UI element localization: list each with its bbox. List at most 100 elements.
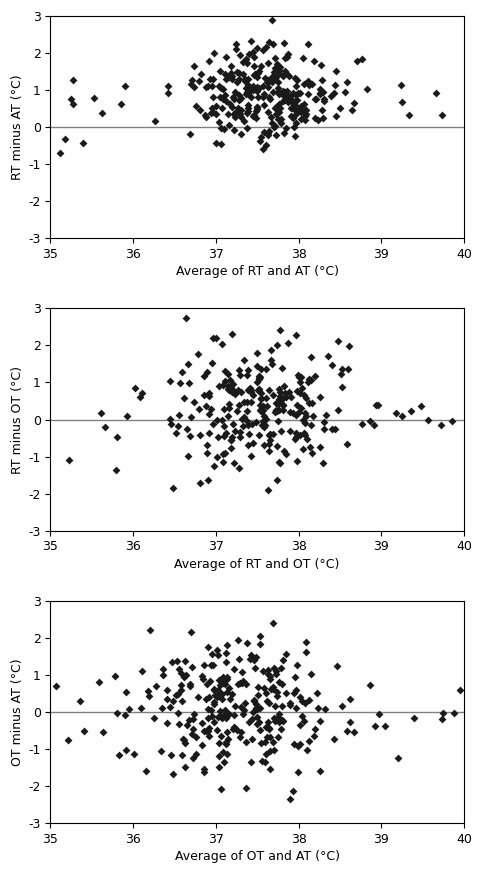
Point	[258, 404, 266, 418]
Point	[174, 687, 182, 701]
Point	[69, 73, 77, 87]
Point	[175, 717, 183, 731]
Point	[363, 82, 370, 96]
Point	[183, 422, 191, 436]
Point	[275, 675, 283, 689]
Point	[336, 101, 343, 115]
Point	[321, 702, 328, 716]
Point	[338, 699, 346, 713]
Point	[256, 371, 263, 385]
Point	[259, 142, 267, 156]
Point	[255, 384, 263, 398]
Point	[221, 446, 228, 460]
Point	[204, 79, 212, 93]
Point	[200, 369, 208, 383]
Point	[218, 101, 226, 115]
Point	[221, 364, 229, 378]
Point	[297, 401, 305, 415]
Point	[346, 692, 354, 706]
Point	[205, 54, 213, 68]
Point	[274, 398, 282, 412]
Point	[218, 336, 226, 350]
Point	[260, 409, 268, 423]
Point	[185, 357, 192, 371]
Point	[222, 50, 230, 64]
Point	[313, 686, 321, 700]
Point	[262, 747, 270, 761]
Point	[210, 90, 217, 104]
Point	[219, 447, 227, 461]
Point	[265, 73, 272, 87]
Point	[222, 711, 230, 725]
Point	[205, 386, 213, 400]
Point	[98, 406, 105, 420]
Point	[217, 730, 225, 744]
Point	[262, 392, 270, 406]
Point	[256, 628, 264, 642]
Point	[282, 66, 289, 80]
Point	[283, 447, 290, 461]
Point	[290, 121, 298, 135]
Point	[392, 406, 399, 420]
Point	[277, 116, 284, 130]
Point	[372, 398, 380, 412]
Point	[167, 373, 174, 387]
Point	[226, 707, 233, 721]
Point	[302, 645, 310, 659]
Point	[246, 381, 254, 395]
Point	[284, 46, 292, 60]
Point	[292, 683, 299, 697]
Point	[257, 386, 265, 400]
X-axis label: Average of OT and AT (°C): Average of OT and AT (°C)	[175, 850, 340, 863]
Point	[186, 127, 194, 141]
Point	[215, 736, 223, 750]
Point	[314, 701, 322, 715]
Point	[239, 67, 247, 81]
Point	[265, 383, 273, 397]
Point	[263, 362, 270, 376]
Point	[271, 119, 279, 133]
Point	[53, 679, 60, 693]
Point	[212, 99, 220, 113]
Point	[332, 64, 340, 78]
Point	[292, 116, 300, 130]
Point	[293, 454, 300, 468]
Point	[216, 90, 224, 104]
Point	[255, 81, 262, 95]
Point	[220, 754, 228, 768]
Point	[302, 635, 310, 649]
Point	[296, 737, 304, 751]
Point	[159, 669, 167, 683]
Point	[250, 388, 257, 402]
Point	[248, 385, 256, 399]
Point	[381, 718, 388, 732]
Point	[229, 384, 237, 398]
Point	[219, 378, 227, 392]
Point	[252, 415, 260, 429]
Point	[242, 87, 250, 101]
Point	[174, 420, 182, 434]
Point	[228, 430, 236, 444]
Point	[183, 311, 190, 325]
Point	[273, 101, 281, 114]
Point	[202, 692, 210, 706]
Point	[301, 108, 309, 122]
Point	[196, 103, 204, 117]
Point	[236, 730, 243, 744]
Point	[350, 725, 357, 739]
Point	[253, 702, 261, 716]
Point	[95, 675, 103, 689]
Point	[225, 397, 233, 411]
Point	[237, 110, 245, 124]
Point	[298, 370, 305, 384]
Point	[296, 386, 303, 400]
Point	[219, 676, 227, 690]
Point	[266, 427, 273, 441]
Point	[244, 101, 252, 115]
Point	[175, 662, 183, 676]
Point	[279, 653, 287, 667]
Point	[227, 434, 235, 447]
Point	[256, 723, 264, 737]
Point	[192, 99, 200, 113]
Point	[293, 384, 300, 398]
